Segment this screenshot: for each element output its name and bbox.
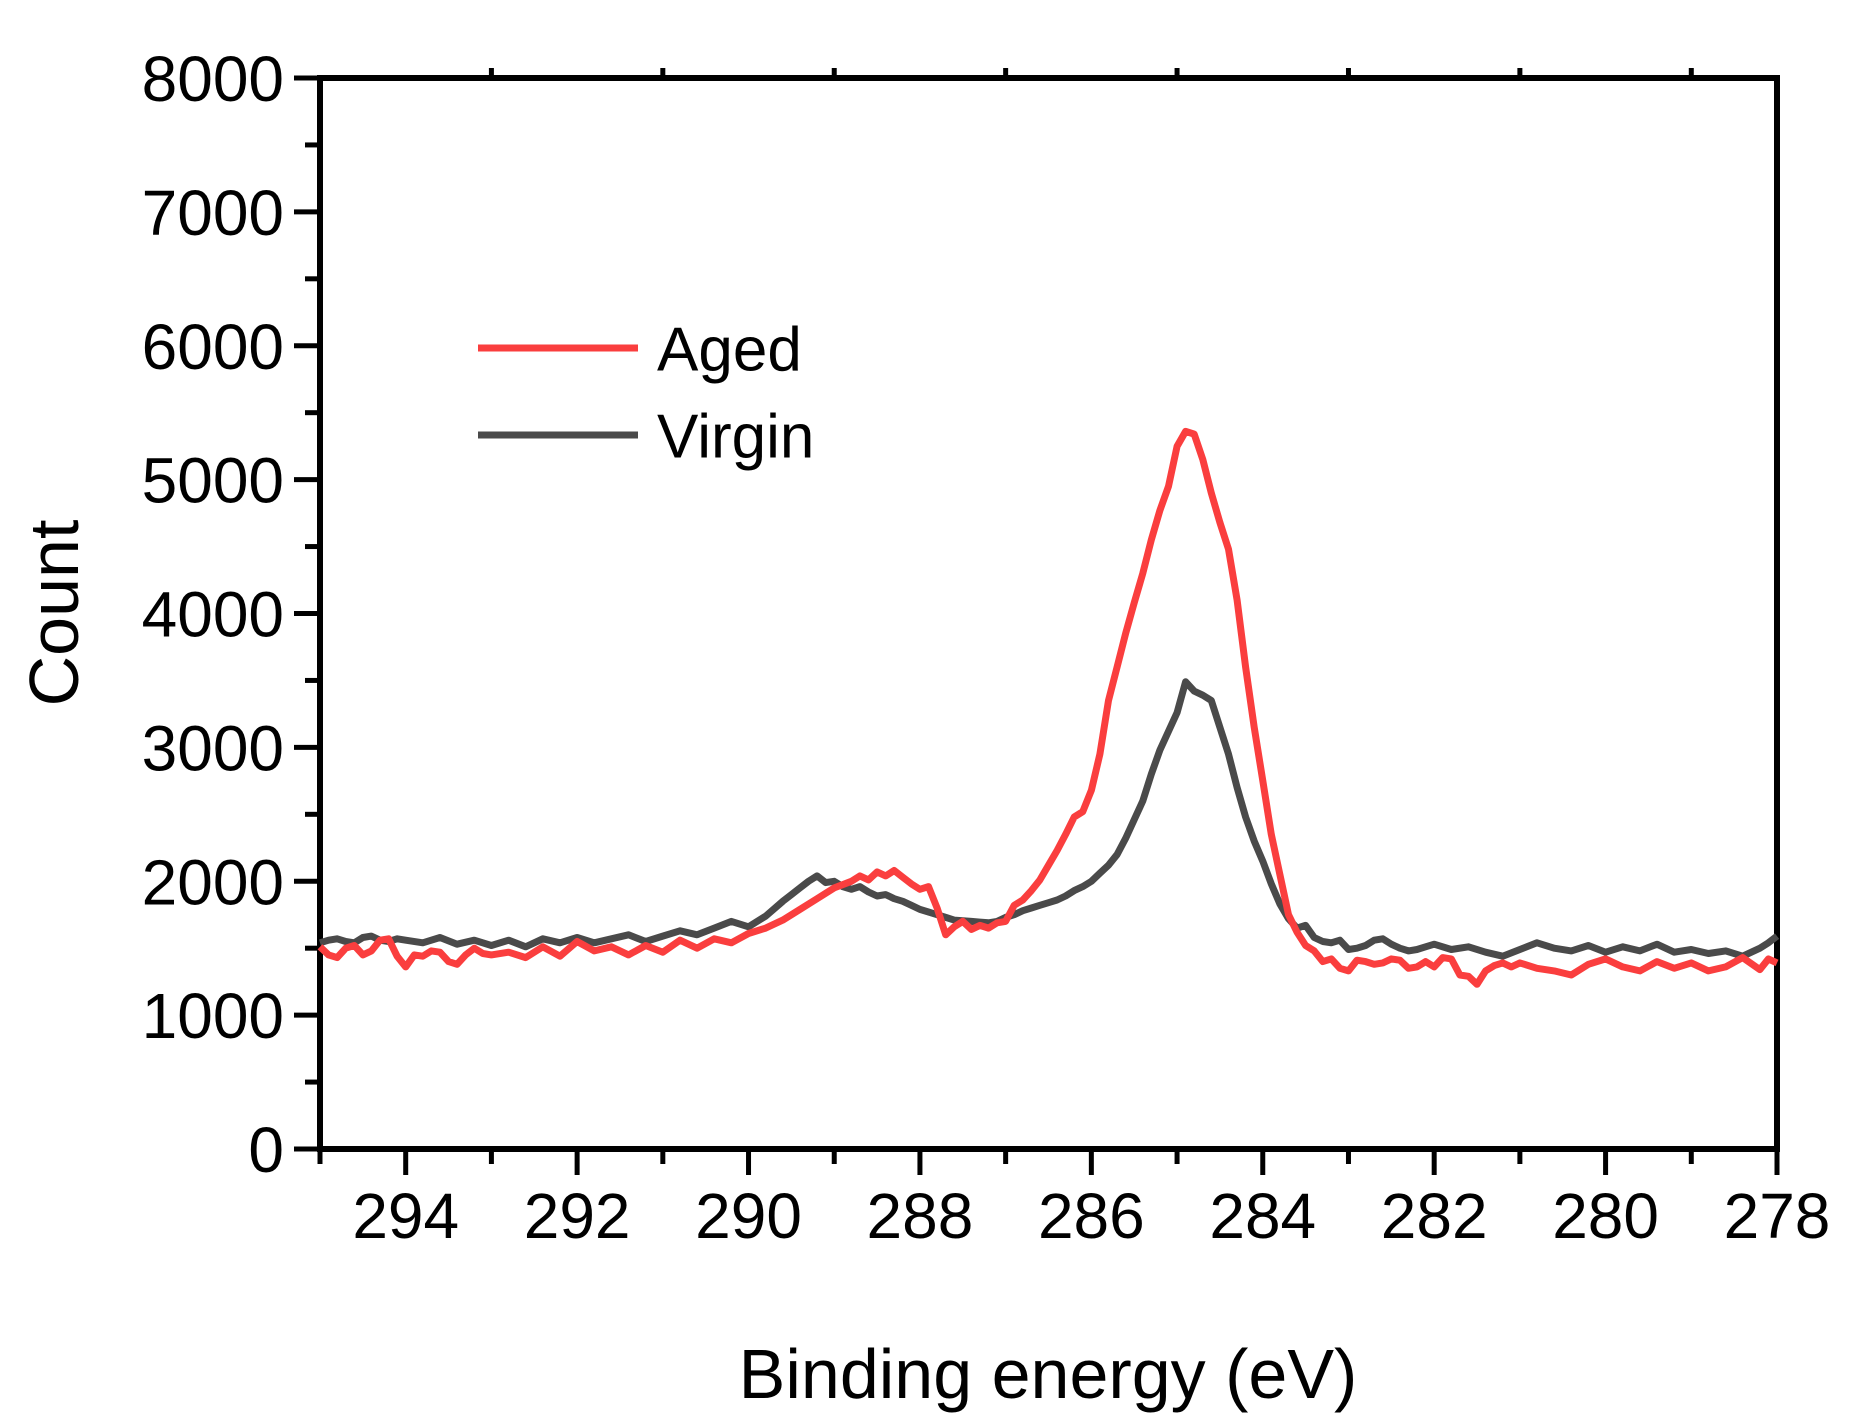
y-tick-label: 7000 <box>142 177 284 249</box>
legend-aged-label: Aged <box>657 315 802 384</box>
x-axis-minor-ticks <box>317 1149 1694 1164</box>
x-tick-label: 284 <box>1209 1180 1316 1252</box>
y-tick-label: 2000 <box>142 846 284 918</box>
x-tick-label: 294 <box>352 1180 459 1252</box>
x-tick-label: 280 <box>1552 1180 1659 1252</box>
y-tick-label: 1000 <box>142 980 284 1052</box>
legend-virgin-label: Virgin <box>657 402 814 471</box>
x-axis-title: Binding energy (eV) <box>739 1335 1358 1413</box>
y-tick-label: 3000 <box>142 712 284 784</box>
x-tick-label: 282 <box>1381 1180 1488 1252</box>
top-axis-ticks <box>488 68 1694 78</box>
x-tick-label: 278 <box>1724 1180 1831 1252</box>
y-axis-major-ticks <box>294 75 320 1152</box>
y-tick-label: 5000 <box>142 445 284 517</box>
x-tick-label: 290 <box>695 1180 802 1252</box>
legend: Aged Virgin <box>478 315 814 471</box>
aged-series-line <box>317 427 1779 988</box>
x-tick-label: 288 <box>867 1180 974 1252</box>
y-axis-tick-labels: 0 1000 2000 3000 4000 5000 6000 7000 8000 <box>142 43 284 1186</box>
virgin-series-line <box>318 678 1780 960</box>
x-axis-tick-labels: 294 292 290 288 286 284 282 280 278 <box>352 1180 1830 1252</box>
x-tick-label: 292 <box>524 1180 631 1252</box>
y-axis-title: Count <box>15 520 93 707</box>
y-tick-label: 0 <box>248 1114 284 1186</box>
plot-frame <box>317 75 1780 1152</box>
y-tick-label: 4000 <box>142 579 284 651</box>
x-axis-major-ticks <box>403 1149 1780 1175</box>
y-tick-label: 6000 <box>142 311 284 383</box>
y-tick-label: 8000 <box>142 43 284 115</box>
series-lines <box>317 427 1780 988</box>
y-axis-minor-ticks <box>305 142 320 1085</box>
x-tick-label: 286 <box>1038 1180 1145 1252</box>
